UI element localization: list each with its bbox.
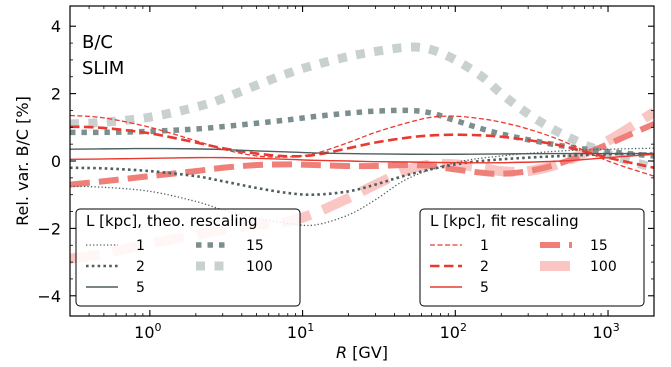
- legend-theo-label-L15: 15: [246, 238, 264, 254]
- legend-fit-label-L2: 2: [480, 259, 489, 275]
- legend-fit-title: L [kpc], fit rescaling: [430, 212, 579, 230]
- legend-theo-label-L1: 1: [136, 238, 145, 254]
- series-fit-L15: [70, 121, 654, 188]
- series-theo-L100: [70, 42, 654, 173]
- y-tick-label: 0: [51, 152, 61, 171]
- series-theo-L1: [70, 147, 654, 227]
- y-tick-label: −2: [37, 219, 61, 238]
- x-tick-label: 102: [440, 321, 467, 342]
- series-theo-L5: [70, 147, 654, 156]
- ticks-layer: −4 −2 0 2 4 100 101 102 103: [37, 6, 655, 342]
- x-tick-label: 100: [134, 321, 161, 342]
- x-tick-label: 101: [287, 321, 314, 342]
- y-tick-label: −4: [37, 287, 61, 306]
- x-tick-label: 103: [592, 321, 619, 342]
- annotation-slim: SLIM: [82, 58, 124, 79]
- legend-fit-label-L1: 1: [480, 238, 489, 254]
- legend-fit-box: [419, 208, 645, 307]
- legend-theo-rescaling: L [kpc], theo. rescaling 1 2 5 15 100: [75, 208, 301, 307]
- series-fit-L5: [70, 153, 654, 164]
- y-tick-label: 2: [51, 85, 61, 104]
- legend-fit-label-L100: 100: [590, 259, 617, 275]
- legend-theo-label-L100: 100: [246, 259, 273, 275]
- annotation-bc: B/C: [82, 32, 113, 53]
- x-axis-label-symbol: R: [336, 343, 347, 362]
- legend-fit-label-L5: 5: [480, 280, 489, 296]
- series-layer: [70, 42, 654, 264]
- legend-fit-rescaling: L [kpc], fit rescaling 1 2 5 15 100: [419, 208, 645, 307]
- x-axis-label-unit: [GV]: [347, 343, 388, 362]
- legend-theo-label-L2: 2: [136, 259, 145, 275]
- legend-theo-title: L [kpc], theo. rescaling: [86, 212, 258, 230]
- legend-theo-label-L5: 5: [136, 280, 145, 296]
- legend-theo-box: [75, 208, 301, 307]
- y-axis-label: Rel. var. B/C [%]: [13, 96, 32, 226]
- legend-fit-label-L15: 15: [590, 238, 608, 254]
- x-axis-label: R [GV]: [336, 343, 388, 362]
- y-tick-label: 4: [51, 17, 61, 36]
- series-fit-L2: [70, 125, 654, 170]
- series-fit-L1: [70, 114, 654, 177]
